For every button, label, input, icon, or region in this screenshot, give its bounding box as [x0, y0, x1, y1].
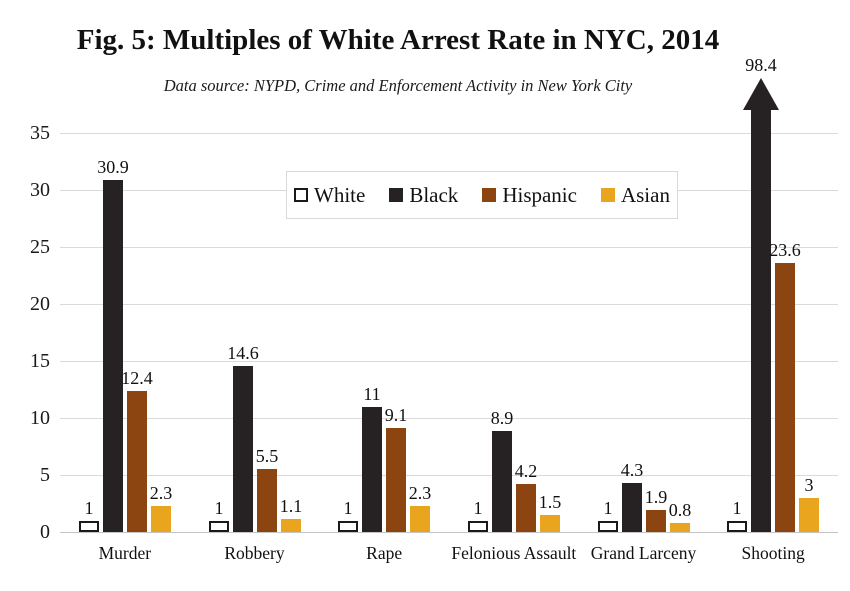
value-label-felonious-assault-white: 1 [473, 498, 483, 518]
bar-robbery-white [209, 521, 229, 532]
bar-rape-white [338, 521, 358, 532]
overflow-arrowhead-icon [743, 78, 779, 110]
value-label-robbery-black: 14.6 [227, 343, 259, 363]
bar-shooting-asian [799, 498, 819, 532]
legend-label-white: White [314, 182, 366, 207]
value-label-murder-hispanic: 12.4 [121, 368, 153, 388]
value-label-rape-white: 1 [343, 498, 353, 518]
legend-item-black: Black [389, 182, 459, 207]
bar-grand-larceny-asian [670, 523, 690, 532]
value-label-felonious-assault-asian: 1.5 [538, 492, 562, 512]
bar-robbery-hispanic [257, 469, 277, 532]
bar-murder-white [79, 521, 99, 532]
y-axis-tick-30: 30 [30, 179, 50, 201]
gridline-35 [60, 133, 838, 134]
value-label-robbery-asian: 1.1 [279, 496, 303, 516]
gridline-25 [60, 247, 838, 248]
x-label-grand-larceny: Grand Larceny [590, 543, 697, 563]
bar-murder-black [103, 180, 123, 532]
bar-grand-larceny-hispanic [646, 510, 666, 532]
gridline-10 [60, 418, 838, 419]
bar-robbery-asian [281, 519, 301, 532]
bar-robbery-black [233, 366, 253, 532]
bar-felonious-assault-black [492, 431, 512, 532]
gridline-5 [60, 475, 838, 476]
bar-felonious-assault-asian [540, 515, 560, 532]
legend-item-white: White [294, 182, 366, 207]
legend-label-hispanic: Hispanic [502, 182, 577, 207]
legend-item-hispanic: Hispanic [482, 182, 577, 207]
y-axis-tick-0: 0 [40, 521, 50, 543]
value-label-robbery-hispanic: 5.5 [255, 446, 279, 466]
value-label-rape-asian: 2.3 [408, 483, 432, 503]
y-axis-tick-35: 35 [30, 122, 50, 144]
bar-rape-asian [410, 506, 430, 532]
chart-subtitle: Data source: NYPD, Crime and Enforcement… [163, 76, 633, 95]
bar-grand-larceny-white [598, 521, 618, 532]
x-label-rape: Rape [366, 543, 403, 563]
legend-swatch-hispanic-icon [482, 188, 497, 202]
x-label-felonious-assault: Felonious Assault [451, 543, 577, 563]
value-label-shooting-black: 98.4 [745, 55, 777, 75]
gridline-0 [60, 532, 838, 533]
legend-box: White Black Hispanic Asian [286, 171, 678, 219]
value-label-felonious-assault-black: 8.9 [490, 408, 514, 428]
y-axis-tick-5: 5 [40, 464, 50, 486]
legend-item-asian: Asian [600, 182, 670, 207]
value-label-grand-larceny-white: 1 [603, 498, 613, 518]
value-label-murder-black: 30.9 [97, 157, 129, 177]
bar-shooting-hispanic [775, 263, 795, 532]
y-axis-tick-20: 20 [30, 293, 50, 315]
value-label-grand-larceny-black: 4.3 [620, 460, 644, 480]
value-label-grand-larceny-asian: 0.8 [668, 500, 692, 520]
bar-felonious-assault-hispanic [516, 484, 536, 532]
x-label-shooting: Shooting [741, 543, 805, 563]
bar-murder-hispanic [127, 391, 147, 532]
value-label-rape-hispanic: 9.1 [384, 405, 408, 425]
value-label-shooting-asian: 3 [804, 475, 814, 495]
value-label-robbery-white: 1 [214, 498, 224, 518]
gridline-15 [60, 361, 838, 362]
y-axis-tick-10: 10 [30, 407, 50, 429]
legend-swatch-white-icon [294, 188, 309, 202]
bar-rape-black [362, 407, 382, 532]
bar-murder-asian [151, 506, 171, 532]
value-label-murder-asian: 2.3 [149, 483, 173, 503]
value-label-shooting-white: 1 [732, 498, 742, 518]
value-label-murder-white: 1 [84, 498, 94, 518]
gridline-20 [60, 304, 838, 305]
bar-shooting-black-overflow-shaft [751, 110, 771, 532]
value-label-grand-larceny-hispanic: 1.9 [644, 487, 668, 507]
y-axis-tick-15: 15 [30, 350, 50, 372]
bar-felonious-assault-white [468, 521, 488, 532]
x-label-murder: Murder [98, 543, 152, 563]
legend-label-asian: Asian [620, 182, 670, 207]
y-axis-tick-25: 25 [30, 236, 50, 258]
legend-swatch-asian-icon [600, 188, 615, 202]
legend-swatch-black-icon [389, 188, 404, 202]
bar-rape-hispanic [386, 428, 406, 532]
value-label-shooting-hispanic: 23.6 [769, 240, 801, 260]
chart-title: Fig. 5: Multiples of White Arrest Rate i… [76, 24, 720, 56]
x-label-robbery: Robbery [224, 543, 285, 563]
value-label-rape-black: 11 [363, 384, 381, 404]
legend-label-black: Black [409, 182, 459, 207]
bar-grand-larceny-black [622, 483, 642, 532]
value-label-felonious-assault-hispanic: 4.2 [514, 461, 538, 481]
bar-shooting-white [727, 521, 747, 532]
